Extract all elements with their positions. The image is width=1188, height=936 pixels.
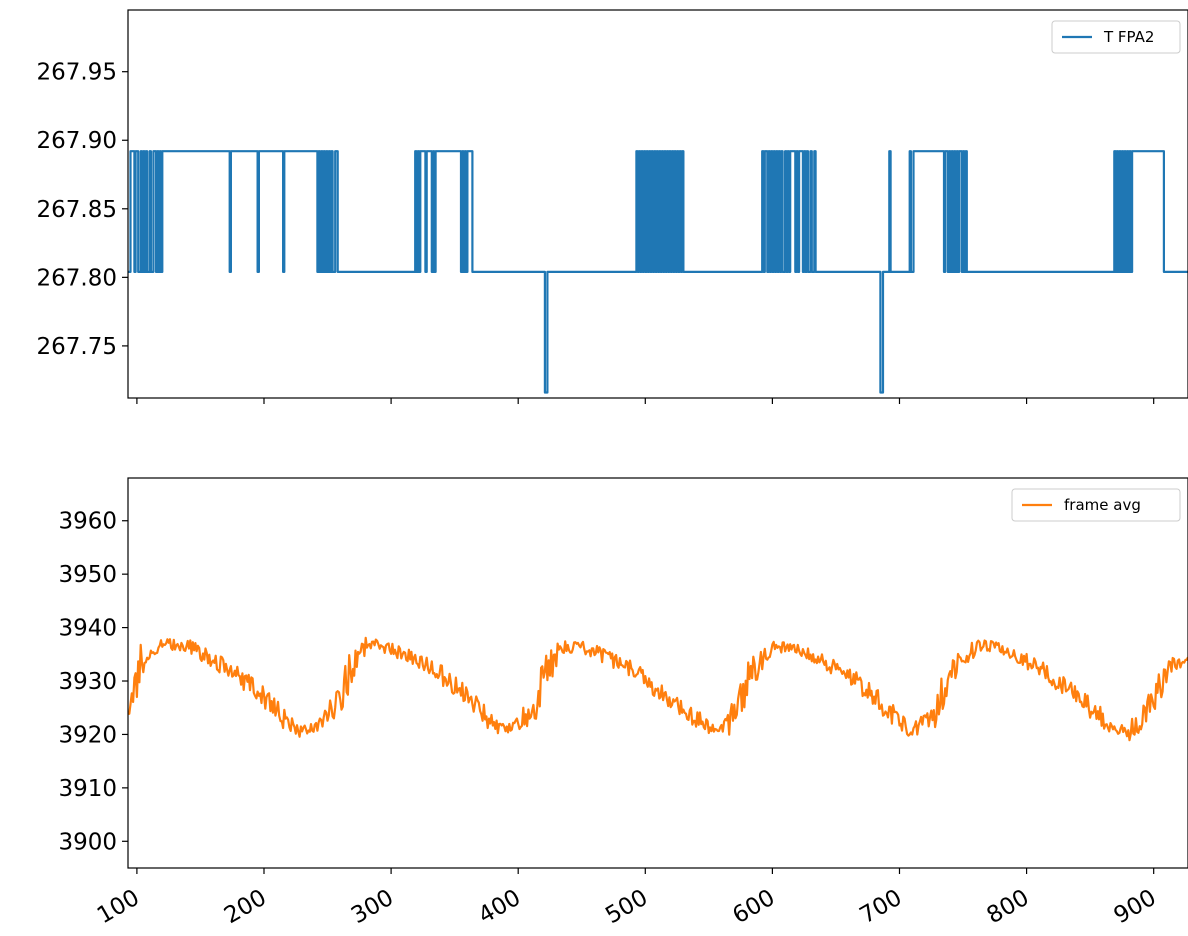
legend-label: frame avg [1064, 496, 1141, 514]
y-tick-label: 3900 [58, 829, 117, 855]
x-tick-label: 300 [347, 885, 398, 929]
top-subplot: 267.75 267.80 267.85 267.90 267.95 T FPA2 [37, 9, 1188, 404]
axes-frame [127, 477, 1188, 869]
legend: frame avg [1011, 488, 1181, 522]
y-tick-label: 267.80 [37, 265, 117, 291]
y-tick-label: 3930 [58, 669, 117, 695]
legend: T FPA2 [1051, 20, 1181, 54]
axes-frame [127, 9, 1188, 399]
x-tick-label: 100 [93, 885, 144, 929]
x-tick-label: 900 [1110, 885, 1161, 929]
legend-frame [1011, 488, 1181, 522]
y-tick-label: 3960 [58, 509, 117, 535]
legend-frame [1051, 20, 1181, 54]
x-tick-label: 600 [728, 885, 779, 929]
y-tick-label: 3910 [58, 776, 117, 802]
x-tick-label: 700 [855, 885, 906, 929]
y-tick-label: 267.85 [37, 197, 117, 223]
series-line-t-fpa2 [128, 150, 1188, 394]
y-tick-label: 3920 [58, 722, 117, 748]
y-tick-label: 267.90 [37, 128, 117, 154]
bottom-subplot: 3900 3910 3920 3930 3940 3950 3960 100 200 300 400… [58, 477, 1188, 929]
series-line-frame-avg [128, 636, 1188, 742]
y-tick-label: 267.95 [37, 60, 117, 86]
y-tick-label: 267.75 [37, 334, 117, 360]
x-tick-label: 500 [601, 885, 652, 929]
x-tick-label: 800 [983, 885, 1034, 929]
x-tick-label: 200 [220, 885, 271, 929]
legend-label: T FPA2 [1103, 28, 1154, 46]
y-tick-label: 3940 [58, 616, 117, 642]
x-tick-label: 400 [474, 885, 525, 929]
y-tick-label: 3950 [58, 562, 117, 588]
